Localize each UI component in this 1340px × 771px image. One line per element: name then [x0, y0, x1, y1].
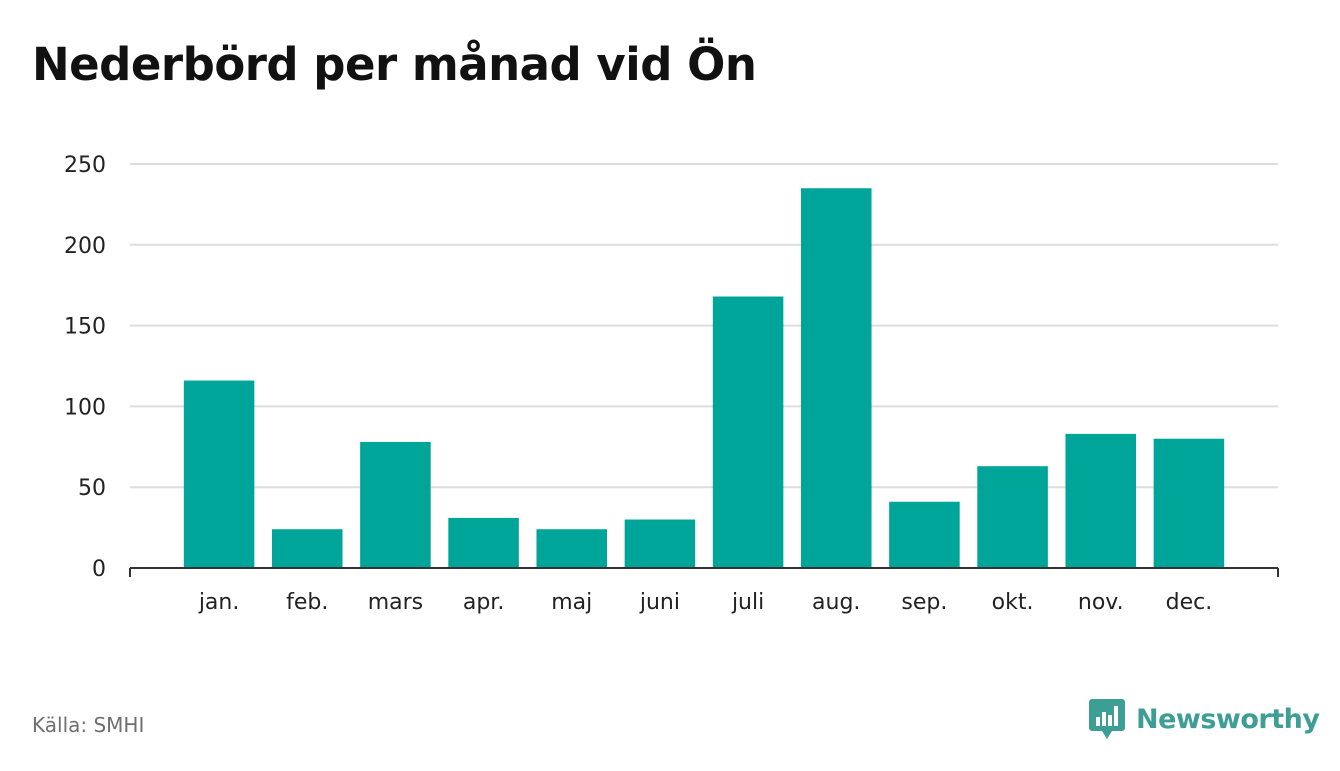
bar	[536, 529, 608, 568]
chart-title: Nederbörd per månad vid Ön	[32, 38, 757, 91]
bar	[360, 441, 431, 568]
bar	[448, 517, 519, 568]
bar	[271, 529, 343, 568]
y-tick-label: 0	[92, 557, 106, 582]
x-tick-label: feb.	[286, 590, 328, 615]
x-tick-label: okt.	[992, 590, 1034, 615]
y-tick-label: 150	[64, 315, 106, 340]
bar	[1153, 438, 1225, 568]
brand-name: Newsworthy	[1136, 703, 1320, 735]
newsworthy-logo-icon	[1089, 699, 1125, 739]
brand-logo: Newsworthy	[1088, 697, 1320, 741]
x-tick-label: juli	[731, 590, 764, 615]
x-tick-label: aug.	[812, 590, 860, 615]
x-axis	[129, 567, 1279, 577]
x-tick-label: juni	[639, 590, 680, 615]
y-tick-label: 100	[64, 395, 106, 420]
bar	[977, 466, 1048, 568]
bar	[712, 296, 784, 568]
bar	[800, 188, 872, 569]
x-tick-label: apr.	[463, 590, 504, 615]
bar	[183, 380, 255, 568]
bar	[624, 519, 696, 568]
bar	[1065, 433, 1137, 568]
bars	[183, 188, 1225, 569]
y-tick-label: 50	[78, 476, 106, 501]
x-axis-labels: jan. feb. mars apr. maj juni juli aug. sep. okt. n…	[198, 590, 1212, 615]
x-tick-label: maj	[551, 590, 592, 615]
y-tick-label: 200	[64, 234, 106, 259]
source-note: Källa: SMHI	[32, 713, 145, 737]
x-tick-label: sep.	[901, 590, 947, 615]
y-tick-label: 250	[64, 153, 106, 178]
y-axis-ticks: 0 50 100 150 200 250	[64, 153, 106, 582]
x-tick-label: dec.	[1166, 590, 1213, 615]
x-tick-label: jan.	[198, 590, 240, 615]
x-tick-label: mars	[368, 590, 423, 615]
x-tick-label: nov.	[1078, 590, 1124, 615]
bar	[889, 501, 960, 568]
